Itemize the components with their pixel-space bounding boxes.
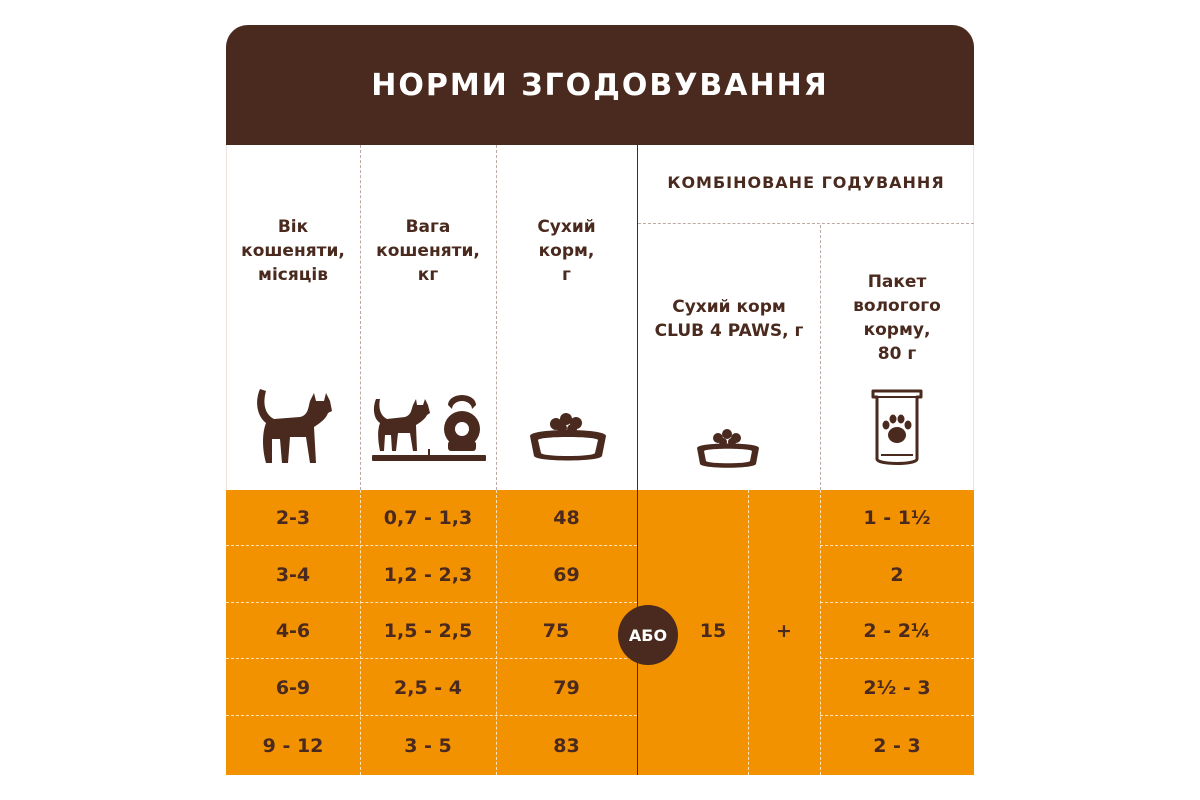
cell-wet: 2½ - 3 [863, 676, 931, 699]
cell-wet: 2 - 2¼ [863, 620, 931, 642]
header-wet-line: вологого [853, 296, 941, 316]
row-divider [226, 658, 637, 659]
body-divider [820, 490, 821, 775]
header-wet-line: корму, [863, 320, 931, 340]
table-body [226, 490, 974, 775]
cell-weight: 1,5 - 2,5 [383, 620, 473, 642]
header-divider [638, 223, 974, 224]
header-combined: КОМБІНОВАНЕ ГОДУВАННЯ [667, 173, 945, 192]
cat-icon [257, 389, 332, 463]
body-divider [496, 490, 497, 775]
cell-age: 2-3 [275, 507, 311, 529]
row-divider [820, 715, 974, 716]
header-age-line: Вік [277, 217, 309, 237]
row-divider [820, 658, 974, 659]
cell-dry: 48 [553, 507, 580, 529]
header-dry-line: г [562, 265, 571, 285]
cell-wet: 2 [890, 563, 904, 586]
body-divider [748, 490, 749, 775]
cell-dry: 79 [553, 676, 580, 699]
feeding-table: НОРМИ ЗГОДОВУВАННЯ Вік кошеняти, місяців… [226, 25, 974, 775]
header-dry: Сухий корм, г [496, 215, 637, 287]
wet-food-pouch-paw-icon [871, 389, 923, 465]
header-weight-line: кг [417, 265, 439, 285]
header-wet: Пакет вологого корму, 80 г [820, 270, 974, 366]
cell-age: 6-9 [275, 676, 311, 699]
row-divider [820, 545, 974, 546]
body-divider [360, 490, 361, 775]
cell-weight: 0,7 - 1,3 [383, 507, 473, 529]
cell-wet: 1 - 1½ [863, 507, 931, 529]
header-divider [496, 145, 497, 490]
cell-age: 3-4 [275, 563, 311, 586]
title-bar: НОРМИ ЗГОДОВУВАННЯ [226, 25, 974, 145]
section-divider [637, 145, 638, 775]
cell-weight: 3 - 5 [404, 734, 452, 757]
cell-dry: 83 [553, 734, 580, 757]
cat-on-scale-with-kettlebell-icon [372, 395, 486, 461]
header-age-line: місяців [258, 265, 328, 285]
cell-dry: 75 [542, 620, 570, 642]
table-header [226, 145, 974, 490]
row-divider [820, 602, 974, 603]
header-weight-line: кошеняти, [376, 241, 480, 261]
header-divider [820, 225, 821, 490]
row-divider [226, 545, 637, 546]
cell-dry: 69 [553, 563, 580, 586]
header-age-line: кошеняти, [241, 241, 345, 261]
or-badge: АБО [618, 605, 678, 665]
cell-age: 9 - 12 [262, 734, 324, 757]
header-combined-dry-line: Сухий корм [672, 297, 786, 317]
row-divider [226, 602, 637, 603]
cell-wet: 2 - 3 [873, 734, 921, 757]
food-bowl-icon [530, 413, 606, 461]
header-combined-dry: Сухий корм CLUB 4 PAWS, г [638, 295, 820, 343]
header-wet-line: 80 г [877, 344, 917, 364]
page-title: НОРМИ ЗГОДОВУВАННЯ [371, 67, 829, 103]
cell-weight: 1,2 - 2,3 [383, 563, 473, 586]
header-weight: Вага кошеняти, кг [360, 215, 496, 287]
small-food-bowl-icon [697, 429, 759, 468]
header-divider [360, 145, 361, 490]
header-dry-line: корм, [538, 241, 595, 261]
header-dry-line: Сухий [537, 217, 596, 237]
cell-weight: 2,5 - 4 [394, 676, 462, 699]
plus-sign: + [776, 620, 792, 642]
header-combined-dry-line: CLUB 4 PAWS, г [654, 321, 804, 341]
combined-dry-value: 15 [699, 620, 727, 642]
header-wet-line: Пакет [867, 272, 927, 292]
header-weight-line: Вага [405, 217, 451, 237]
row-divider [226, 715, 637, 716]
header-age: Вік кошеняти, місяців [226, 215, 360, 287]
cell-age: 4-6 [275, 620, 311, 642]
